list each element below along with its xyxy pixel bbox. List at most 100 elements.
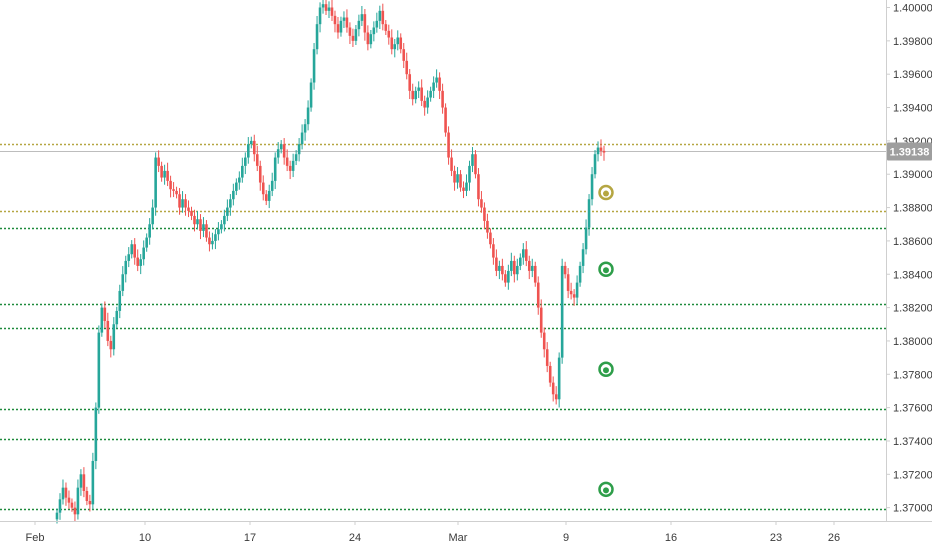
candle-body	[327, 7, 331, 11]
candle-body	[258, 165, 262, 183]
candle-body	[501, 265, 504, 275]
candle-body	[530, 265, 534, 271]
price-tick-label: 1.38000	[893, 336, 932, 348]
candle-body	[471, 154, 474, 166]
price-tick-label: 1.39800	[893, 36, 932, 48]
candle-body	[184, 199, 187, 208]
candle-body	[447, 132, 450, 158]
candle-body	[94, 407, 98, 461]
candle-body	[563, 265, 567, 275]
candle-body	[387, 30, 391, 38]
candle-body	[581, 249, 585, 266]
time-tick-label: 16	[665, 532, 677, 544]
candle-body	[324, 4, 328, 11]
candle-body	[366, 32, 370, 45]
candle-body	[252, 140, 256, 155]
candle-body	[151, 207, 154, 225]
candle-body	[408, 74, 412, 91]
candle-body	[157, 157, 160, 166]
candle-body	[321, 4, 325, 8]
current-price-tag: 1.39138	[887, 142, 932, 161]
candle-body	[211, 240, 214, 245]
candle-body	[217, 229, 220, 235]
candle-body	[294, 154, 298, 161]
price-tick-label: 1.38200	[893, 303, 932, 315]
candle-body	[578, 265, 582, 283]
candle-body	[160, 165, 163, 178]
candle-body	[199, 219, 202, 231]
price-tick-label: 1.39600	[893, 69, 932, 81]
candle-body	[127, 254, 131, 261]
candle-body	[220, 224, 223, 230]
candle-body	[279, 144, 283, 150]
candle-body	[255, 154, 259, 166]
candle-body	[560, 265, 564, 358]
candle-body	[214, 234, 217, 241]
time-tick-label: Feb	[26, 532, 45, 544]
target-dot-icon	[603, 487, 609, 494]
time-tick-label: 17	[244, 532, 256, 544]
candle-body	[148, 224, 151, 238]
candle-body	[178, 194, 181, 208]
candle-body	[196, 219, 199, 225]
candle-body	[139, 259, 142, 266]
candle-body	[229, 199, 232, 208]
candle-body	[121, 274, 125, 291]
target-dot-icon	[603, 190, 609, 197]
target-circle-icon	[598, 361, 614, 378]
price-tick-label: 1.37600	[893, 403, 932, 415]
candle-body	[381, 10, 385, 25]
price-tick-label: 1.39000	[893, 169, 932, 181]
candle-body	[360, 14, 364, 21]
candle-body	[154, 157, 157, 208]
candle-body	[450, 157, 453, 171]
candle-body	[112, 324, 116, 350]
candle-body	[483, 207, 486, 221]
candle-body	[545, 349, 549, 366]
target-circle-icon	[598, 261, 614, 278]
candle-body	[315, 24, 319, 50]
candle-body	[554, 394, 558, 400]
candle-body	[169, 180, 172, 190]
candle-body	[551, 382, 555, 395]
time-tick-label: Mar	[449, 532, 468, 544]
candle-body	[241, 165, 244, 178]
candle-body	[354, 29, 358, 41]
candle-body	[312, 49, 316, 83]
candle-body	[145, 237, 148, 248]
candle-body	[569, 290, 573, 295]
candle-body	[584, 227, 588, 250]
candle-body	[297, 144, 301, 155]
candle-body	[73, 507, 77, 515]
candle-body	[402, 49, 406, 61]
time-tick-label: 10	[139, 532, 151, 544]
candle-body	[375, 20, 379, 28]
candle-body	[187, 207, 190, 211]
candle-body	[351, 35, 355, 41]
candle-body	[163, 170, 166, 178]
candle-body	[477, 174, 480, 200]
candle-body	[474, 154, 477, 175]
candle-body	[336, 24, 340, 33]
price-tick-label: 1.38400	[893, 269, 932, 281]
candle-body	[261, 182, 265, 195]
candle-body	[85, 490, 89, 501]
candle-body	[79, 474, 83, 488]
candle-body	[118, 290, 122, 311]
candle-body	[456, 174, 459, 183]
candle-body	[599, 147, 603, 151]
candle-body	[384, 24, 388, 31]
candle-body	[396, 37, 400, 45]
candle-body	[106, 320, 110, 341]
candle-body	[223, 215, 226, 225]
candle-body	[88, 500, 92, 505]
candle-body	[142, 247, 145, 260]
candle-body	[492, 244, 495, 258]
candle-body	[498, 265, 501, 271]
time-axis[interactable]: Feb 10 17 24 Mar 9 16 23 26	[26, 521, 841, 544]
candle-body	[273, 157, 277, 181]
candle-body	[267, 190, 271, 201]
candle-body	[438, 77, 441, 91]
